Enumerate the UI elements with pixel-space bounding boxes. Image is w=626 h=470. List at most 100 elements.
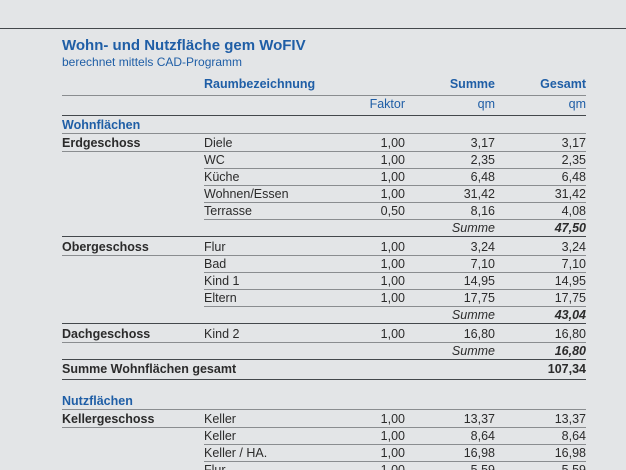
floor-label: Dachgeschoss bbox=[62, 327, 151, 341]
rule bbox=[62, 115, 586, 116]
factor: 1,00 bbox=[380, 136, 405, 150]
factor: 1,00 bbox=[380, 463, 405, 470]
section-title: Wohnflächen bbox=[62, 118, 141, 132]
area: 8,16 bbox=[470, 204, 495, 218]
rule bbox=[62, 236, 586, 237]
room-name: Keller bbox=[204, 412, 236, 426]
rule bbox=[62, 255, 586, 256]
area: 3,24 bbox=[470, 240, 495, 254]
area: 7,10 bbox=[470, 257, 495, 271]
area-total: 4,08 bbox=[561, 204, 586, 218]
factor: 1,00 bbox=[380, 187, 405, 201]
column-header: Raumbezeichnung bbox=[204, 77, 316, 91]
rule bbox=[204, 306, 586, 307]
factor: 1,00 bbox=[380, 153, 405, 167]
floor-label: Kellergeschoss bbox=[62, 412, 155, 426]
unit-label: qm bbox=[477, 97, 495, 111]
factor: 1,00 bbox=[380, 412, 405, 426]
rule bbox=[62, 427, 586, 428]
room-name: Terrasse bbox=[204, 204, 252, 218]
area: 8,64 bbox=[470, 429, 495, 443]
rule bbox=[204, 272, 586, 273]
area-total: 31,42 bbox=[554, 187, 586, 201]
subtotal-label: Summe bbox=[451, 308, 495, 322]
area-total: 16,98 bbox=[554, 446, 586, 460]
rule bbox=[204, 219, 586, 220]
area-total: 13,37 bbox=[554, 412, 586, 426]
subtotal-value: 43,04 bbox=[554, 308, 586, 322]
area-total: 7,10 bbox=[561, 257, 586, 271]
rule bbox=[62, 359, 586, 360]
column-header: Summe bbox=[449, 77, 495, 91]
area-total: 3,17 bbox=[561, 136, 586, 150]
rule bbox=[62, 95, 586, 96]
section-title: Nutzflächen bbox=[62, 394, 133, 408]
subtitle: berechnet mittels CAD-Programm bbox=[62, 55, 243, 69]
floor-label: Obergeschoss bbox=[62, 240, 149, 254]
room-name: Flur bbox=[204, 463, 226, 470]
subtotal-value: 16,80 bbox=[554, 344, 586, 358]
area-total: 2,35 bbox=[561, 153, 586, 167]
factor: 1,00 bbox=[380, 291, 405, 305]
total-label: Summe Wohnflächen gesamt bbox=[62, 362, 237, 376]
subtotal-label: Summe bbox=[451, 221, 495, 235]
rule bbox=[0, 28, 626, 29]
room-name: Kind 1 bbox=[204, 274, 240, 288]
room-name: Bad bbox=[204, 257, 227, 271]
title: Wohn- und Nutzfläche gem WoFIV bbox=[62, 36, 306, 54]
rule bbox=[62, 151, 586, 152]
rule bbox=[204, 185, 586, 186]
rule bbox=[204, 202, 586, 203]
subtotal-label: Summe bbox=[451, 344, 495, 358]
room-name: Küche bbox=[204, 170, 240, 184]
factor: 1,00 bbox=[380, 274, 405, 288]
area-total: 17,75 bbox=[554, 291, 586, 305]
area: 16,80 bbox=[463, 327, 495, 341]
factor: 1,00 bbox=[380, 170, 405, 184]
area-total: 5,59 bbox=[561, 463, 586, 470]
area: 2,35 bbox=[470, 153, 495, 167]
room-name: WC bbox=[204, 153, 225, 167]
area-total: 6,48 bbox=[561, 170, 586, 184]
room-name: Keller / HA. bbox=[204, 446, 268, 460]
factor: 0,50 bbox=[380, 204, 405, 218]
factor: 1,00 bbox=[380, 327, 405, 341]
rule bbox=[62, 379, 586, 380]
column-header: Gesamt bbox=[540, 77, 586, 91]
area: 13,37 bbox=[463, 412, 495, 426]
room-name: Eltern bbox=[204, 291, 237, 305]
area: 5,59 bbox=[470, 463, 495, 470]
area: 16,98 bbox=[463, 446, 495, 460]
rule bbox=[204, 461, 586, 462]
rule bbox=[204, 444, 586, 445]
room-name: Diele bbox=[204, 136, 233, 150]
room-name: Wohnen/Essen bbox=[204, 187, 289, 201]
floor-label: Erdgeschoss bbox=[62, 136, 141, 150]
factor: 1,00 bbox=[380, 240, 405, 254]
area: 14,95 bbox=[463, 274, 495, 288]
unit-label: Faktor bbox=[369, 97, 405, 111]
area-total: 8,64 bbox=[561, 429, 586, 443]
room-name: Flur bbox=[204, 240, 226, 254]
rule bbox=[62, 133, 586, 134]
unit-label: qm bbox=[568, 97, 586, 111]
area: 6,48 bbox=[470, 170, 495, 184]
factor: 1,00 bbox=[380, 446, 405, 460]
area: 3,17 bbox=[470, 136, 495, 150]
rule bbox=[204, 289, 586, 290]
room-name: Keller bbox=[204, 429, 236, 443]
rule bbox=[62, 342, 586, 343]
rule bbox=[62, 323, 586, 324]
factor: 1,00 bbox=[380, 429, 405, 443]
area-total: 14,95 bbox=[554, 274, 586, 288]
room-name: Kind 2 bbox=[204, 327, 240, 341]
subtotal-value: 47,50 bbox=[554, 221, 586, 235]
area: 31,42 bbox=[463, 187, 495, 201]
rule bbox=[204, 168, 586, 169]
area: 17,75 bbox=[463, 291, 495, 305]
factor: 1,00 bbox=[380, 257, 405, 271]
rule bbox=[62, 409, 586, 410]
area-total: 3,24 bbox=[561, 240, 586, 254]
area-total: 16,80 bbox=[554, 327, 586, 341]
